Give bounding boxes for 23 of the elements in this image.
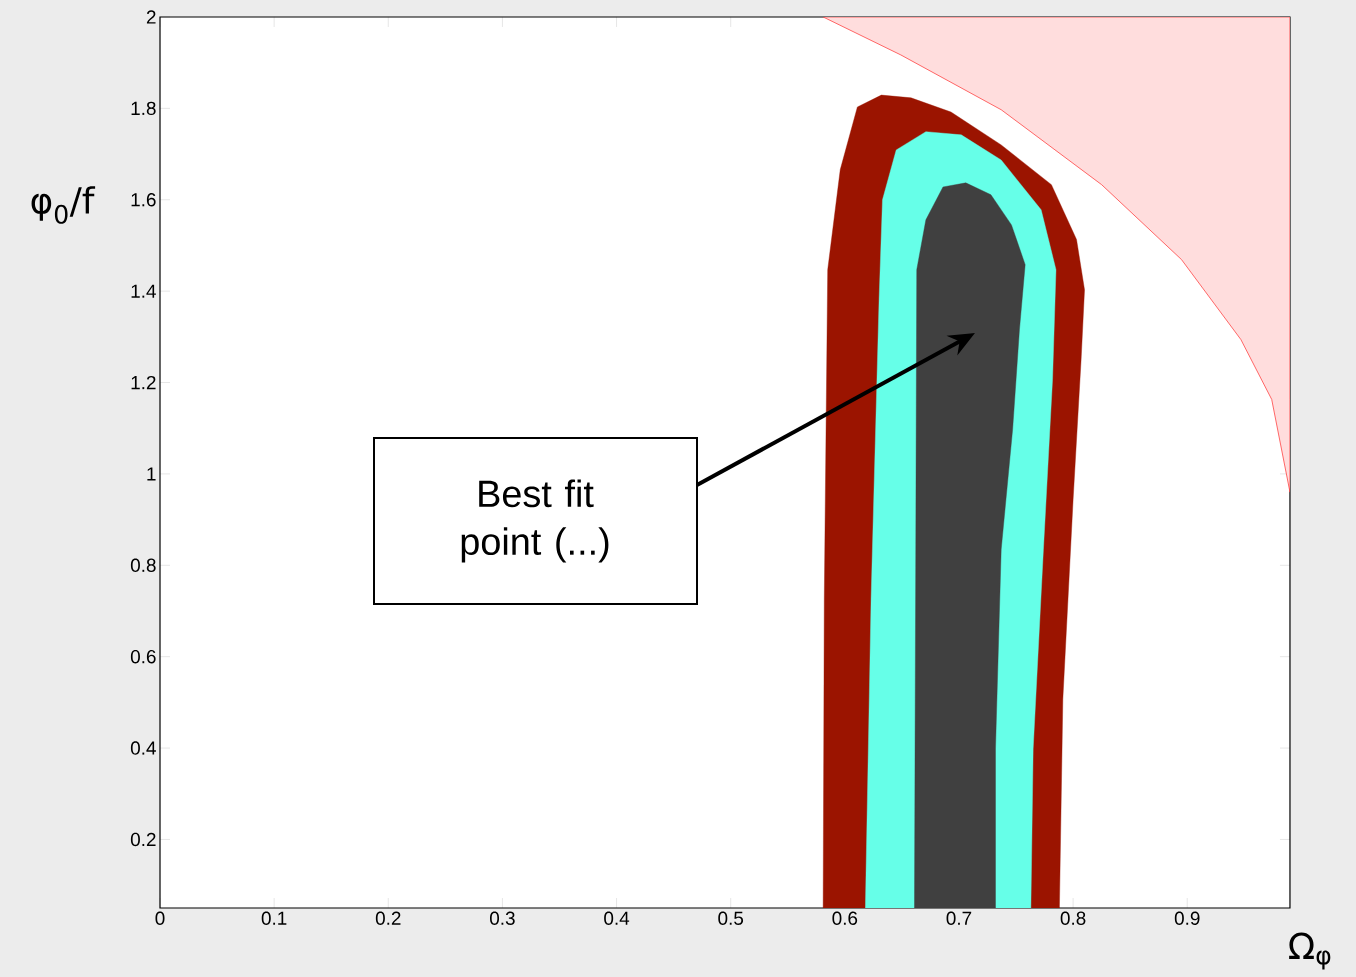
- x-tick-label: 0.1: [261, 911, 287, 925]
- y-tick-label: 1.2: [131, 375, 156, 390]
- y-tick-label: 1.8: [131, 101, 156, 116]
- x-axis-title: Ω$_{φ}$: [1289, 932, 1331, 970]
- x-tick-label: 0.5: [718, 911, 744, 925]
- y-tick-label: 2: [146, 10, 156, 24]
- y-axis-title: φ$_{0}$/f: [31, 186, 96, 224]
- x-tick-label: 0.8: [1060, 911, 1086, 925]
- x-tick-label: 0: [155, 911, 165, 925]
- y-tick-label: 1: [147, 467, 156, 481]
- x-tick-label: 0.9: [1174, 911, 1200, 925]
- y-tick-label: 0.4: [130, 741, 156, 755]
- x-tick-label: 0.3: [490, 911, 515, 925]
- x-tick-label: 0.6: [832, 911, 858, 925]
- x-tick-label: 0.7: [946, 911, 972, 925]
- x-tick-label: 0.4: [604, 911, 630, 925]
- y-tick-label: 1.4: [131, 284, 156, 298]
- y-tick-label: 1.6: [131, 193, 156, 207]
- y-tick-label: 0.2: [130, 832, 156, 847]
- annotation: Best fit point (...): [461, 479, 609, 563]
- y-tick-label: 0.8: [130, 558, 156, 572]
- y-tick-label: 0.6: [130, 649, 156, 664]
- x-tick-label: 0.2: [375, 911, 401, 925]
